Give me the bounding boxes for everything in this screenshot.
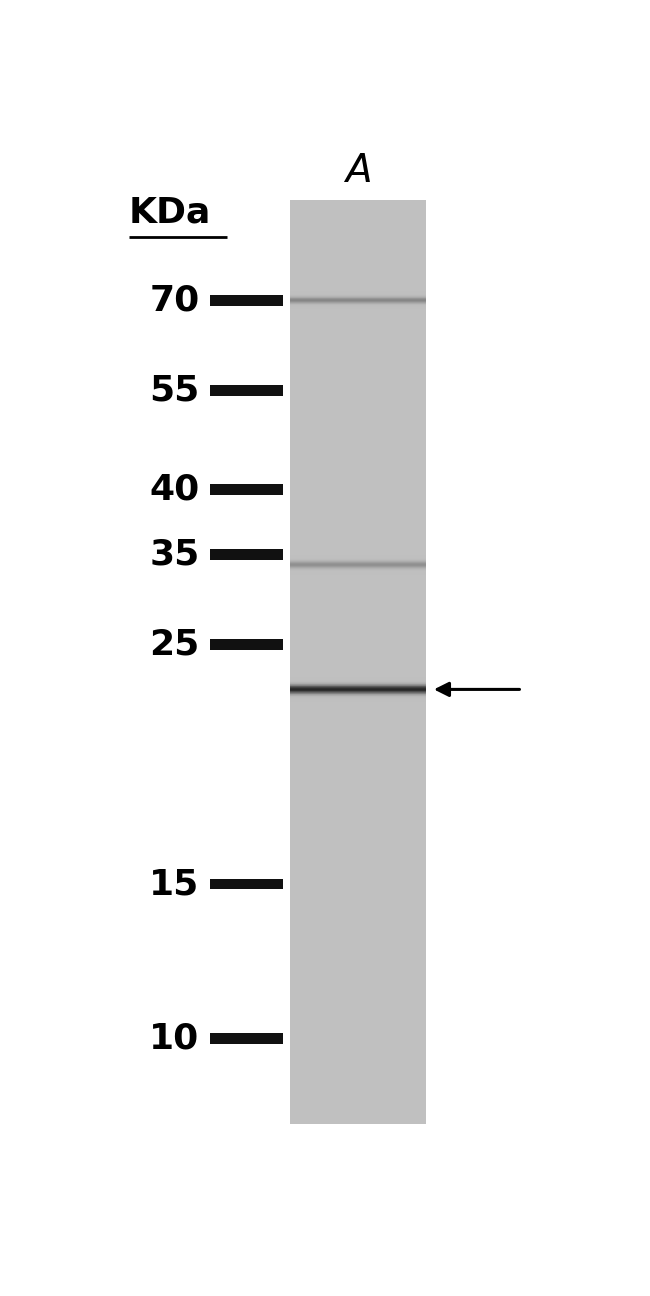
Text: 10: 10 [150,1021,200,1056]
Bar [210,294,283,306]
Bar [210,879,283,889]
Text: 70: 70 [150,284,200,318]
Text: 55: 55 [150,373,200,407]
Bar [210,485,283,495]
Text: KDa: KDa [129,196,211,229]
Bar [210,550,283,560]
Text: 15: 15 [150,867,200,901]
Bar [210,385,283,395]
Bar [210,639,283,651]
Text: 25: 25 [150,627,200,661]
Bar [210,1033,283,1045]
Text: 40: 40 [150,473,200,507]
Text: 35: 35 [150,538,200,572]
Text: A: A [345,153,372,191]
Bar [291,201,426,1124]
